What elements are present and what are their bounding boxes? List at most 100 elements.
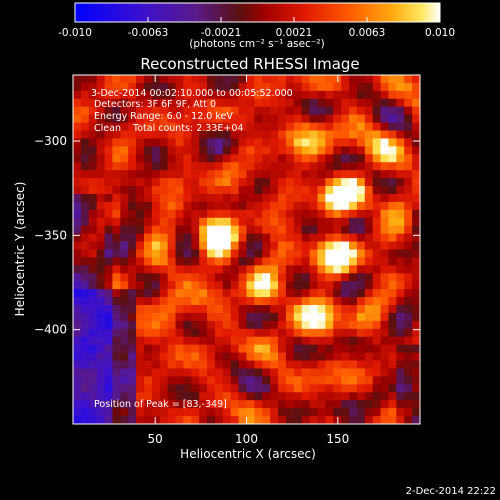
heatmap-cell (246, 289, 255, 298)
heatmap-cell (159, 305, 169, 314)
heatmap-cell (175, 162, 185, 171)
heatmap-cell (120, 368, 129, 378)
heatmap-cell (364, 305, 374, 314)
heatmap-cell (270, 328, 279, 338)
heatmap-cell (270, 162, 279, 171)
heatmap-cell (349, 82, 358, 92)
heatmap-cell (380, 344, 390, 354)
heatmap-cell (262, 344, 271, 354)
heatmap-cell (238, 90, 248, 100)
heatmap-cell (270, 305, 279, 314)
heatmap-cell (309, 312, 319, 322)
heatmap-cell (388, 130, 397, 140)
heatmap-cell (349, 312, 358, 322)
heatmap-cell (317, 193, 326, 203)
heatmap-cell (104, 75, 114, 84)
heatmap-cell (270, 146, 279, 155)
heatmap-cell (309, 352, 319, 362)
heatmap-cell (167, 384, 177, 393)
heatmap-cell (301, 178, 311, 187)
heatmap-cell (199, 82, 208, 92)
heatmap-cell (388, 336, 397, 346)
heatmap-cell (301, 186, 311, 195)
heatmap-cell (191, 392, 200, 401)
heatmap-cell (214, 186, 224, 195)
heatmap-cell (349, 273, 358, 282)
heatmap-cell (309, 82, 319, 92)
heatmap-cell (356, 384, 366, 393)
heatmap-cell (88, 305, 98, 314)
heatmap-cell (293, 75, 303, 84)
heatmap-cell (325, 114, 334, 124)
heatmap-cell (136, 201, 145, 211)
heatmap-cell (104, 170, 114, 179)
heatmap-cell (207, 193, 216, 203)
heatmap-cell (73, 249, 82, 259)
heatmap-cell (175, 360, 185, 370)
heatmap-cell (270, 217, 279, 227)
heatmap-cell (341, 162, 350, 171)
heatmap-cell (120, 106, 129, 116)
heatmap-cell (238, 352, 248, 362)
heatmap-cell (136, 328, 145, 338)
heatmap-cell (333, 352, 342, 362)
heatmap-cell (278, 162, 287, 171)
heatmap-cell (128, 384, 137, 393)
heatmap-cell (230, 130, 240, 140)
heatmap-cell (309, 233, 319, 243)
heatmap-cell (143, 312, 153, 322)
heatmap-cell (246, 328, 255, 338)
heatmap-cell (128, 368, 137, 378)
heatmap-cell (341, 122, 350, 132)
heatmap-cell (270, 289, 279, 298)
heatmap-cell (230, 384, 240, 393)
heatmap-cell (317, 400, 326, 409)
heatmap-cell (96, 178, 106, 187)
heatmap-cell (222, 297, 232, 306)
heatmap-cell (301, 170, 311, 179)
heatmap-cell (270, 106, 279, 116)
heatmap-cell (230, 328, 240, 338)
heatmap-cell (128, 82, 137, 92)
heatmap-cell (349, 352, 358, 362)
heatmap-cell (380, 75, 390, 84)
heatmap-cell (167, 75, 177, 84)
heatmap-cell (73, 138, 82, 147)
heatmap-cell (143, 257, 153, 266)
heatmap-cell (372, 305, 382, 314)
heatmap-cell (73, 265, 82, 274)
heatmap-cell (73, 336, 82, 346)
heatmap-cell (238, 384, 248, 393)
heatmap-cell (349, 297, 358, 306)
heatmap-cell (214, 178, 224, 187)
heatmap-cell (230, 320, 240, 330)
heatmap-cell (372, 90, 382, 100)
heatmap-cell (151, 170, 161, 179)
heatmap-cell (325, 368, 334, 378)
heatmap-cell (412, 320, 420, 330)
heatmap-cell (183, 360, 192, 370)
heatmap-cell (120, 209, 129, 219)
x-tick-label: 50 (148, 432, 163, 446)
heatmap-cell (128, 98, 137, 108)
heatmap-cell (396, 289, 405, 298)
heatmap-cell (246, 146, 255, 155)
heatmap-cell (412, 225, 420, 235)
heatmap-cell (372, 328, 382, 338)
heatmap-cell (143, 384, 153, 393)
heatmap-cell (159, 312, 169, 322)
heatmap-cell (301, 75, 311, 84)
heatmap-cell (388, 209, 397, 219)
heatmap-cell (341, 114, 350, 124)
heatmap-cell (301, 90, 311, 100)
heatmap-cell (278, 289, 287, 298)
heatmap-cell (270, 297, 279, 306)
heatmap-cell (278, 90, 287, 100)
heatmap-cell (341, 312, 350, 322)
heatmap-cell (199, 352, 208, 362)
heatmap-cell (80, 320, 90, 330)
heatmap-cell (175, 114, 185, 124)
heatmap-cell (356, 416, 366, 424)
heatmap-cell (325, 289, 334, 298)
heatmap-cell (96, 201, 106, 211)
